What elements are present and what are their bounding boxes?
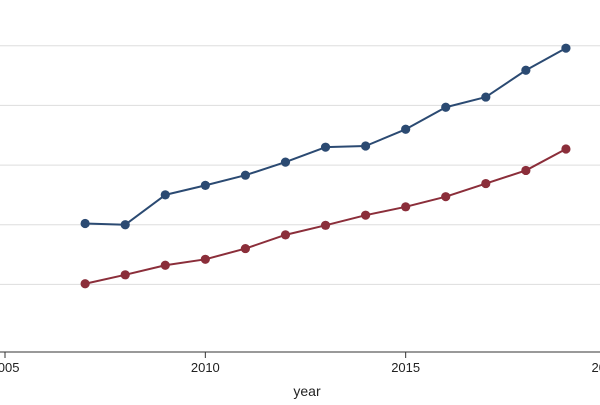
- series-line-2: [84, 148, 567, 285]
- data-point-series-2: [200, 254, 210, 264]
- data-point-series-2: [80, 279, 90, 289]
- data-point-series-1: [280, 157, 291, 167]
- data-point-series-1: [240, 170, 250, 180]
- data-point-series-1: [561, 43, 571, 53]
- x-axis-label: year: [293, 383, 321, 399]
- data-point-series-2: [441, 192, 451, 202]
- data-point-series-2: [240, 243, 250, 254]
- data-point-series-2: [160, 260, 170, 270]
- series-line-1: [85, 47, 567, 226]
- x-tick-label: 2020: [592, 360, 600, 375]
- x-tick-label: 2005: [0, 360, 19, 375]
- data-point-series-1: [521, 65, 531, 75]
- data-point-series-2: [521, 165, 531, 176]
- data-point-series-1: [401, 124, 411, 134]
- data-point-series-1: [481, 92, 491, 102]
- data-point-series-1: [441, 102, 451, 112]
- data-point-series-2: [401, 202, 411, 212]
- data-point-series-1: [80, 218, 90, 229]
- data-point-series-1: [200, 180, 210, 190]
- data-point-series-1: [320, 142, 331, 152]
- data-point-series-2: [320, 220, 331, 230]
- series-points: [80, 43, 571, 289]
- data-point-series-1: [120, 220, 130, 230]
- data-point-series-2: [561, 144, 571, 154]
- x-tick-label: 2015: [391, 360, 420, 375]
- data-point-series-2: [280, 230, 291, 240]
- data-point-series-2: [120, 270, 130, 280]
- data-point-series-2: [361, 210, 371, 220]
- series-lines: [84, 47, 567, 285]
- data-point-series-2: [481, 178, 491, 189]
- data-point-series-1: [160, 190, 170, 200]
- data-point-series-1: [361, 141, 371, 151]
- x-axis-ticks: 2005 2010 2015 2020: [0, 352, 600, 375]
- x-tick-label: 2010: [191, 360, 220, 375]
